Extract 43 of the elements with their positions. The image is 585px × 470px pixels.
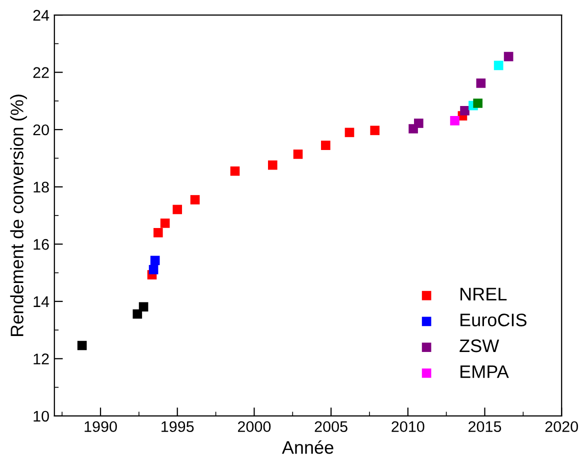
y-tick-label: 16 <box>34 239 49 250</box>
x-tick-label: 2020 <box>545 421 578 432</box>
legend-label: EMPA <box>460 365 509 378</box>
x-axis-title: Année <box>282 440 334 454</box>
point <box>414 118 424 128</box>
y-tick-label: 20 <box>33 124 49 136</box>
x-tick-label: 2015 <box>468 421 502 432</box>
point <box>132 309 142 319</box>
point <box>494 60 504 70</box>
y-tick-label: 24 <box>33 10 50 21</box>
point <box>172 204 182 214</box>
legend-label: ZSW <box>460 339 500 352</box>
point <box>230 166 240 176</box>
point <box>268 160 278 170</box>
point <box>148 264 158 274</box>
point <box>370 126 380 136</box>
y-tick-label: 12 <box>34 354 49 364</box>
y-tick-label: 18 <box>34 182 49 193</box>
y-axis-title: Rendement de conversion (%) <box>10 94 27 336</box>
point <box>293 150 303 159</box>
point <box>344 128 354 138</box>
point <box>77 340 87 350</box>
point <box>504 52 514 62</box>
x-tick-label: 2000 <box>238 421 271 432</box>
y-tick-label: 10 <box>34 410 49 422</box>
x-tick-label: 2010 <box>392 421 424 432</box>
point <box>153 228 163 238</box>
x-tick-label: 1990 <box>84 421 117 432</box>
point <box>476 78 486 88</box>
x-tick-label: 1995 <box>162 421 194 432</box>
legend-label: EuroCIS <box>460 314 526 326</box>
y-tick-label: 22 <box>33 67 49 78</box>
y-tick-label: 14 <box>34 296 50 307</box>
point <box>473 98 482 108</box>
point <box>190 195 200 204</box>
point <box>450 116 460 126</box>
legend-label: NREL <box>460 288 507 300</box>
point <box>138 302 148 312</box>
point <box>321 140 330 150</box>
x-tick-label: 2005 <box>314 421 348 432</box>
point <box>160 218 170 228</box>
point <box>150 256 160 266</box>
point <box>460 106 470 116</box>
